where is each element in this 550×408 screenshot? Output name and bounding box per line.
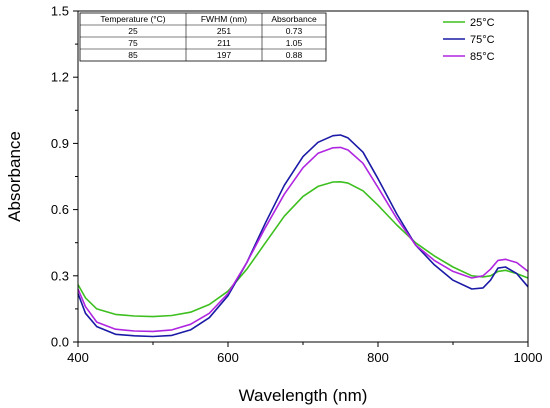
table-cell: 251	[217, 26, 231, 36]
table-cell: 197	[217, 50, 231, 60]
y-tick-label: 0.3	[51, 268, 69, 283]
y-tick-label: 0.6	[51, 202, 69, 217]
series-line-1	[77, 181, 529, 318]
y-tick-label: 1.2	[51, 70, 69, 85]
table-cell: 0.88	[286, 50, 303, 60]
table-header-cell: Absorbance	[271, 14, 317, 24]
table-cell: 0.73	[286, 26, 303, 36]
x-tick-label: 600	[217, 350, 239, 365]
x-tick-label: 1000	[514, 350, 543, 365]
y-tick-label: 1.5	[51, 4, 69, 19]
x-tick-label: 400	[67, 350, 89, 365]
y-tick-label: 0.0	[51, 335, 69, 350]
table-cell: 25	[128, 26, 138, 36]
legend-label: 75°C	[470, 34, 495, 46]
x-tick-label: 800	[367, 350, 389, 365]
y-tick-label: 0.9	[51, 136, 69, 151]
series-line-2	[77, 134, 529, 338]
table-cell: 85	[128, 50, 138, 60]
legend-label: 25°C	[470, 17, 495, 29]
legend-label: 85°C	[470, 51, 495, 63]
table-header-cell: Temperature (°C)	[100, 14, 165, 24]
series-line-3	[77, 146, 529, 333]
table-header-cell: FWHM (nm)	[201, 14, 247, 24]
y-axis-title: Absorbance	[5, 131, 24, 222]
table-cell: 75	[128, 38, 138, 48]
table-cell: 211	[217, 38, 231, 48]
x-axis-title: Wavelength (nm)	[239, 386, 368, 405]
inset-data-table: Temperature (°C) FWHM (nm) Absorbance 25 251…	[79, 12, 327, 62]
legend: 25°C 75°C 85°C	[443, 17, 495, 63]
table-cell: 1.05	[286, 38, 303, 48]
